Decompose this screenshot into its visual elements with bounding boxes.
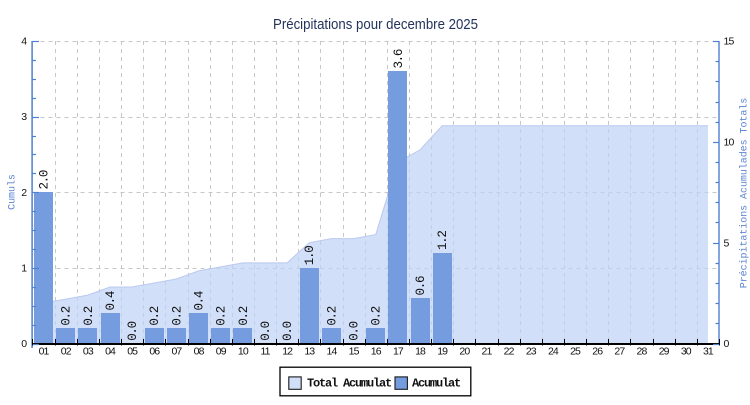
- svg-text:15: 15: [349, 346, 360, 358]
- svg-text:06: 06: [149, 346, 160, 358]
- svg-text:31: 31: [703, 346, 714, 358]
- svg-text:10: 10: [724, 136, 735, 148]
- svg-text:07: 07: [171, 346, 182, 358]
- svg-text:20: 20: [459, 346, 470, 358]
- svg-text:3: 3: [21, 111, 27, 123]
- svg-text:2.0: 2.0: [37, 170, 51, 189]
- svg-text:17: 17: [393, 346, 404, 358]
- svg-text:01: 01: [39, 346, 50, 358]
- svg-text:21: 21: [482, 346, 493, 358]
- svg-text:05: 05: [127, 346, 138, 358]
- svg-text:11: 11: [260, 346, 270, 358]
- svg-text:28: 28: [637, 346, 648, 358]
- svg-text:24: 24: [548, 346, 559, 358]
- svg-text:13: 13: [304, 346, 315, 358]
- svg-text:02: 02: [61, 346, 72, 358]
- svg-text:4: 4: [21, 36, 27, 48]
- svg-text:29: 29: [659, 346, 670, 358]
- svg-text:0: 0: [21, 338, 27, 350]
- svg-text:09: 09: [216, 346, 227, 358]
- svg-text:Acumulat: Acumulat: [412, 376, 461, 390]
- svg-text:25: 25: [570, 346, 581, 358]
- svg-text:10: 10: [238, 346, 249, 358]
- svg-text:26: 26: [592, 346, 603, 358]
- svg-text:0.2: 0.2: [170, 306, 184, 325]
- svg-text:5: 5: [724, 237, 730, 249]
- svg-text:27: 27: [614, 346, 625, 358]
- svg-text:14: 14: [327, 346, 338, 358]
- svg-text:0.0: 0.0: [348, 321, 362, 340]
- svg-text:2: 2: [21, 187, 27, 199]
- svg-text:0.2: 0.2: [82, 306, 96, 325]
- svg-text:0.2: 0.2: [148, 306, 162, 325]
- svg-text:12: 12: [282, 346, 293, 358]
- svg-text:Précipitations Acumulades Tota: Précipitations Acumulades Totals: [739, 98, 750, 288]
- svg-text:0.6: 0.6: [414, 276, 428, 295]
- svg-text:1.2: 1.2: [436, 231, 450, 250]
- svg-text:0: 0: [724, 338, 730, 350]
- svg-text:0.2: 0.2: [60, 306, 74, 325]
- svg-text:0.2: 0.2: [237, 306, 251, 325]
- svg-text:Cumuls: Cumuls: [6, 174, 18, 210]
- svg-text:0.2: 0.2: [325, 306, 339, 325]
- svg-text:15: 15: [724, 36, 735, 48]
- svg-text:0.0: 0.0: [281, 321, 295, 340]
- svg-text:0.4: 0.4: [192, 291, 206, 310]
- svg-text:19: 19: [437, 346, 448, 358]
- svg-text:0.2: 0.2: [215, 306, 229, 325]
- svg-text:0.0: 0.0: [259, 321, 273, 340]
- svg-text:1.0: 1.0: [303, 246, 317, 265]
- svg-text:30: 30: [681, 346, 692, 358]
- svg-text:16: 16: [371, 346, 382, 358]
- svg-text:0.0: 0.0: [126, 321, 140, 340]
- svg-text:3.6: 3.6: [392, 49, 406, 68]
- svg-text:23: 23: [526, 346, 537, 358]
- svg-text:0.2: 0.2: [370, 306, 384, 325]
- svg-text:18: 18: [415, 346, 426, 358]
- svg-text:04: 04: [105, 346, 116, 358]
- svg-text:03: 03: [83, 346, 94, 358]
- svg-text:1: 1: [21, 262, 27, 274]
- svg-text:Total Acumulat: Total Acumulat: [307, 376, 392, 390]
- svg-text:08: 08: [194, 346, 205, 358]
- svg-text:22: 22: [504, 346, 515, 358]
- svg-text:0.4: 0.4: [104, 291, 118, 310]
- svg-text:Précipitations pour decembre 2: Précipitations pour decembre 2025: [273, 16, 478, 33]
